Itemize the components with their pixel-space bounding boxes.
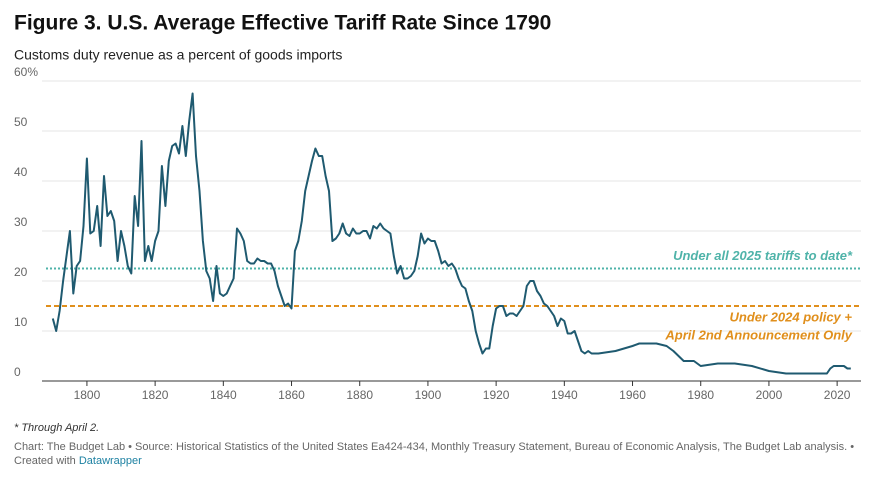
x-tick-label: 2000 [756, 388, 783, 402]
y-tick-label: 50 [14, 115, 28, 129]
y-tick-label: 20 [14, 265, 28, 279]
credit-link[interactable]: Datawrapper [79, 455, 142, 467]
reference-label: Under 2024 policy + [730, 309, 853, 324]
y-tick-label: 60% [14, 65, 38, 79]
x-tick-label: 2020 [824, 388, 851, 402]
credit-text: Created with [14, 455, 76, 467]
x-tick-label: 1880 [346, 388, 373, 402]
x-tick-label: 1800 [74, 388, 101, 402]
x-tick-label: 1900 [415, 388, 442, 402]
note: * Through April 2. [14, 422, 99, 434]
x-tick-label: 1980 [687, 388, 714, 402]
x-tick-label: 1920 [483, 388, 510, 402]
reference-label: Under all 2025 tariffs to date* [673, 248, 853, 263]
y-tick-label: 30 [14, 215, 28, 229]
source: Chart: The Budget Lab • Source: Historic… [14, 441, 854, 453]
line [51, 92, 851, 375]
y-tick-label: 40 [14, 165, 28, 179]
x-tick-label: 1820 [142, 388, 169, 402]
y-tick-label: 0 [14, 365, 21, 379]
reference-label: April 2nd Announcement Only [664, 327, 852, 342]
chart-title: Figure 3. U.S. Average Effective Tariff … [14, 12, 551, 35]
x-tick-label: 1840 [210, 388, 237, 402]
y-tick-label: 10 [14, 315, 28, 329]
x-tick-label: 1860 [278, 388, 305, 402]
credit: Created with Datawrapper [14, 455, 142, 467]
x-tick-label: 1940 [551, 388, 578, 402]
x-tick-label: 1960 [619, 388, 646, 402]
chart-subtitle: Customs duty revenue as a percent of goo… [14, 47, 342, 63]
